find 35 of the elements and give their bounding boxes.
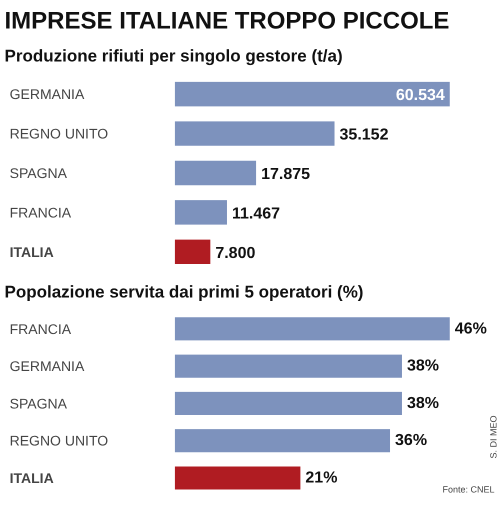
data-label: 60.534 <box>396 87 445 104</box>
chart-title: Popolazione servita dai primi 5 operatori (%) <box>4 282 364 302</box>
chart-subtitle: Produzione rifiuti per singolo gestore (t/a) <box>4 46 343 66</box>
data-label: 17.875 <box>261 166 310 183</box>
y-tick-label: ITALIA <box>10 244 54 260</box>
data-label: 21% <box>305 469 338 486</box>
y-tick-label: REGNO UNITO <box>10 126 108 142</box>
y-tick-label: FRANCIA <box>10 204 72 220</box>
y-tick-label: REGNO UNITO <box>10 432 108 449</box>
y-tick-label: ITALIA <box>10 470 54 486</box>
bar <box>174 392 402 415</box>
bar <box>174 466 300 490</box>
data-label: 11.467 <box>232 205 280 222</box>
data-label: 36% <box>395 432 428 450</box>
bar <box>174 160 256 186</box>
bar <box>174 200 227 225</box>
annotation: Fonte: CNEL <box>442 484 495 494</box>
bar <box>174 82 450 106</box>
y-tick-label: SPAGNA <box>10 164 68 181</box>
bar <box>174 240 210 264</box>
bar <box>174 121 335 146</box>
y-tick-label: GERMANIA <box>10 86 85 102</box>
chart-title: IMPRESE ITALIANE TROPPO PICCOLE <box>4 8 450 34</box>
bar <box>174 317 450 340</box>
data-label: 7.800 <box>215 244 256 262</box>
y-tick-label: GERMANIA <box>10 358 85 374</box>
data-label: 46% <box>454 320 487 338</box>
bar <box>174 354 402 378</box>
data-label: 38% <box>406 358 440 375</box>
data-label: 38% <box>406 394 440 412</box>
y-tick-label: SPAGNA <box>10 395 68 412</box>
data-label: 35.152 <box>340 126 389 144</box>
bar <box>174 429 390 452</box>
text: S. DI MEO <box>488 415 498 458</box>
y-tick-label: FRANCIA <box>10 320 72 337</box>
